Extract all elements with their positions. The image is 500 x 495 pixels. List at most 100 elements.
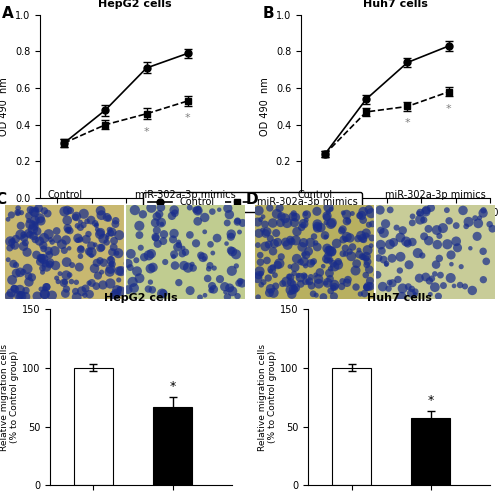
Point xyxy=(186,203,194,211)
Point xyxy=(64,206,72,214)
Point xyxy=(282,238,290,246)
Point xyxy=(408,219,416,227)
Point xyxy=(418,251,426,259)
Point xyxy=(262,243,270,250)
Point xyxy=(103,213,111,221)
Title: HepG2 cells: HepG2 cells xyxy=(104,293,178,303)
Point xyxy=(358,211,366,219)
Point xyxy=(52,261,60,269)
Point xyxy=(201,291,209,299)
Point xyxy=(344,276,352,284)
Point xyxy=(26,220,34,228)
Point xyxy=(16,268,24,276)
Point xyxy=(382,220,390,228)
Point xyxy=(94,272,102,280)
Title: Huh7 cells: Huh7 cells xyxy=(363,0,428,8)
Point xyxy=(307,273,315,281)
Point xyxy=(38,268,46,276)
Point xyxy=(364,258,372,266)
Point xyxy=(157,203,165,211)
Point xyxy=(174,243,182,251)
Point xyxy=(17,222,25,230)
Point xyxy=(343,217,351,225)
Point xyxy=(110,237,118,245)
Point xyxy=(66,227,74,235)
Point xyxy=(286,262,294,270)
Point xyxy=(107,256,115,264)
Point xyxy=(10,285,18,293)
Point xyxy=(26,206,34,214)
Point xyxy=(342,235,350,243)
Point xyxy=(340,236,347,244)
Point xyxy=(408,212,416,220)
Point xyxy=(37,254,45,262)
Point xyxy=(112,217,120,225)
Point xyxy=(227,230,235,238)
Point xyxy=(362,271,370,279)
Point xyxy=(479,248,487,255)
Point xyxy=(431,270,439,278)
Point xyxy=(327,255,335,263)
Point xyxy=(436,271,444,279)
Point xyxy=(236,277,244,285)
Point xyxy=(235,279,243,287)
Point xyxy=(276,259,283,267)
Point xyxy=(215,206,223,214)
Point xyxy=(149,263,157,271)
Point xyxy=(296,258,304,266)
Point xyxy=(88,248,96,256)
Point xyxy=(85,248,93,255)
Point xyxy=(114,276,122,284)
Point xyxy=(18,209,25,217)
Point xyxy=(28,273,36,281)
Point xyxy=(62,258,70,266)
Point xyxy=(223,219,231,227)
Point xyxy=(324,279,332,287)
Point xyxy=(107,260,115,268)
Point xyxy=(278,212,285,220)
Point xyxy=(402,238,410,246)
Point xyxy=(386,206,394,214)
Point xyxy=(408,290,416,297)
Point xyxy=(124,259,132,267)
Point xyxy=(98,244,106,251)
Point xyxy=(113,286,121,294)
Bar xyxy=(332,368,372,485)
Point xyxy=(313,207,321,215)
Point xyxy=(461,283,469,291)
Point xyxy=(416,209,424,217)
Point xyxy=(348,252,356,260)
Point xyxy=(78,287,86,295)
Point xyxy=(227,233,235,241)
Point xyxy=(314,220,322,228)
Point xyxy=(262,230,270,238)
Point xyxy=(422,273,430,281)
Point xyxy=(12,261,20,269)
Point xyxy=(398,285,406,293)
Point xyxy=(329,284,337,292)
Point xyxy=(11,242,19,249)
Point xyxy=(68,261,76,269)
Point xyxy=(356,290,364,298)
Text: miR-302a-3p mimics: miR-302a-3p mimics xyxy=(135,190,235,200)
Point xyxy=(374,254,382,262)
Point xyxy=(200,254,208,262)
Point xyxy=(33,227,41,235)
Point xyxy=(41,285,49,293)
Y-axis label: Relative migration cells
(% to Control group): Relative migration cells (% to Control g… xyxy=(0,344,19,451)
Point xyxy=(23,248,31,256)
Point xyxy=(339,250,347,258)
Point xyxy=(479,209,487,217)
Point xyxy=(445,217,453,225)
Point xyxy=(209,249,217,257)
Point xyxy=(314,275,322,283)
Point xyxy=(443,206,451,214)
Point xyxy=(466,245,474,252)
Point xyxy=(210,264,218,272)
Point xyxy=(308,258,316,266)
Point xyxy=(436,254,444,262)
Point xyxy=(276,219,284,227)
Point xyxy=(186,287,194,295)
Point xyxy=(322,255,330,263)
Point xyxy=(132,256,140,264)
